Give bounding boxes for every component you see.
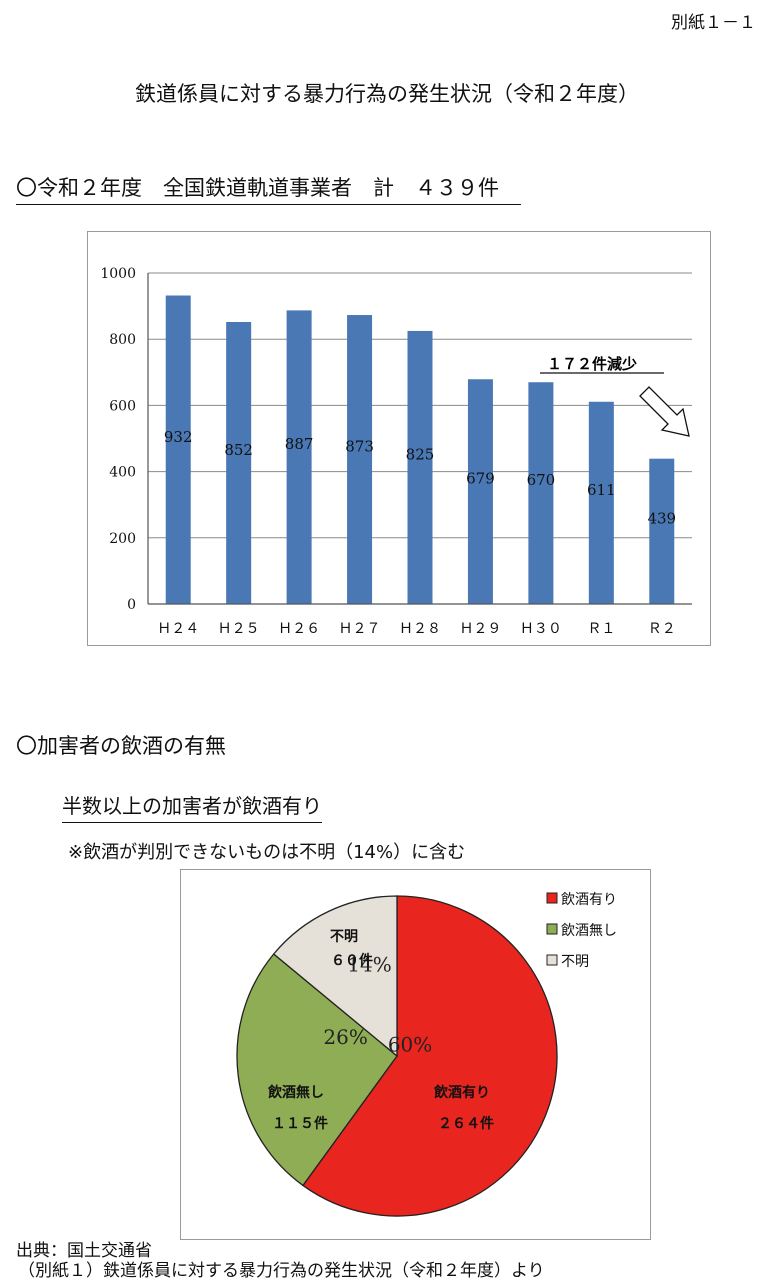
pie-note: ※飲酒が判別できないものは不明（14%）に含む	[68, 842, 466, 863]
x-tick-label: Ｒ２	[648, 621, 676, 637]
x-tick-label: Ｈ２５	[218, 621, 260, 637]
x-tick-label: Ｈ２９	[459, 621, 501, 637]
y-tick-label: 0	[127, 597, 136, 613]
legend-label: 飲酒有り	[561, 892, 617, 908]
legend-swatch	[546, 923, 558, 935]
pie-slice-name: 飲酒無し	[267, 1084, 324, 1101]
legend-swatch	[546, 954, 558, 966]
y-tick-label: 400	[109, 465, 136, 481]
source-line-2: （別紙１）鉄道係員に対する暴力行為の発生状況（令和２年度）より	[18, 1261, 545, 1281]
pie-percent-label: 14%	[347, 952, 391, 976]
bar	[649, 458, 675, 604]
section2-subheading: 半数以上の加害者が飲酒有り	[62, 790, 322, 823]
x-tick-label: Ｈ２６	[278, 621, 320, 637]
bar	[347, 315, 373, 604]
y-tick-label: 1000	[100, 266, 136, 282]
x-tick-label: Ｈ２７	[339, 621, 381, 637]
bar-value-label: 825	[406, 445, 435, 463]
x-tick-label: Ｈ２８	[399, 621, 441, 637]
bar	[407, 330, 433, 604]
pie-percent-label: 60%	[388, 1033, 432, 1057]
bar-value-label: 679	[466, 470, 495, 488]
pie-slice-count: ２６４件	[438, 1115, 494, 1132]
bar	[467, 379, 493, 604]
annotation-text: １７２件減少	[547, 355, 637, 373]
y-tick-label: 600	[109, 398, 136, 414]
bar	[528, 382, 554, 604]
decrease-arrow-icon	[639, 386, 690, 437]
bar-value-label: 887	[285, 435, 314, 453]
bar-value-label: 670	[527, 471, 556, 489]
pie-slice-name: 不明	[330, 929, 358, 945]
y-tick-label: 800	[109, 332, 136, 348]
pie-slice-name: 飲酒有り	[433, 1084, 490, 1101]
bar-value-label: 873	[345, 438, 374, 456]
legend-label: 飲酒無し	[561, 923, 617, 939]
pie-slice-count: １１５件	[272, 1115, 328, 1132]
bar-value-label: 852	[224, 441, 253, 459]
x-tick-label: Ｒ１	[587, 621, 615, 637]
pie-slice	[272, 895, 398, 1058]
legend-label: 不明	[561, 954, 589, 970]
bar-value-label: 611	[587, 481, 616, 499]
y-tick-label: 200	[109, 531, 136, 547]
bar	[588, 401, 614, 604]
pie-percent-label: 26%	[323, 1025, 367, 1049]
bar	[226, 321, 252, 604]
document-reference: 別紙１－１	[671, 13, 756, 33]
page-title: 鉄道係員に対する暴力行為の発生状況（令和２年度）	[135, 82, 639, 106]
pie-slice	[302, 895, 558, 1217]
bar-chart: 932 852 887 873 825 679 670 611 439 0 200 400 600 80…	[100, 266, 692, 637]
bar-value-label: 932	[164, 428, 193, 446]
x-tick-label: Ｈ２４	[157, 621, 199, 637]
bar-value-label: 439	[647, 509, 676, 527]
bar	[165, 295, 191, 604]
x-tick-label: Ｈ３０	[520, 621, 562, 637]
bar	[286, 310, 312, 604]
source-line-1: 出典：国土交通省	[16, 1241, 152, 1261]
pie-slice-count: ６０件	[331, 952, 373, 969]
section2-heading: 〇加害者の飲酒の有無	[16, 734, 226, 758]
section1-heading: 〇令和２年度 全国鉄道軌道事業者 計 ４３９件	[16, 172, 521, 205]
pie-slice	[236, 953, 398, 1187]
legend-swatch	[546, 892, 558, 904]
